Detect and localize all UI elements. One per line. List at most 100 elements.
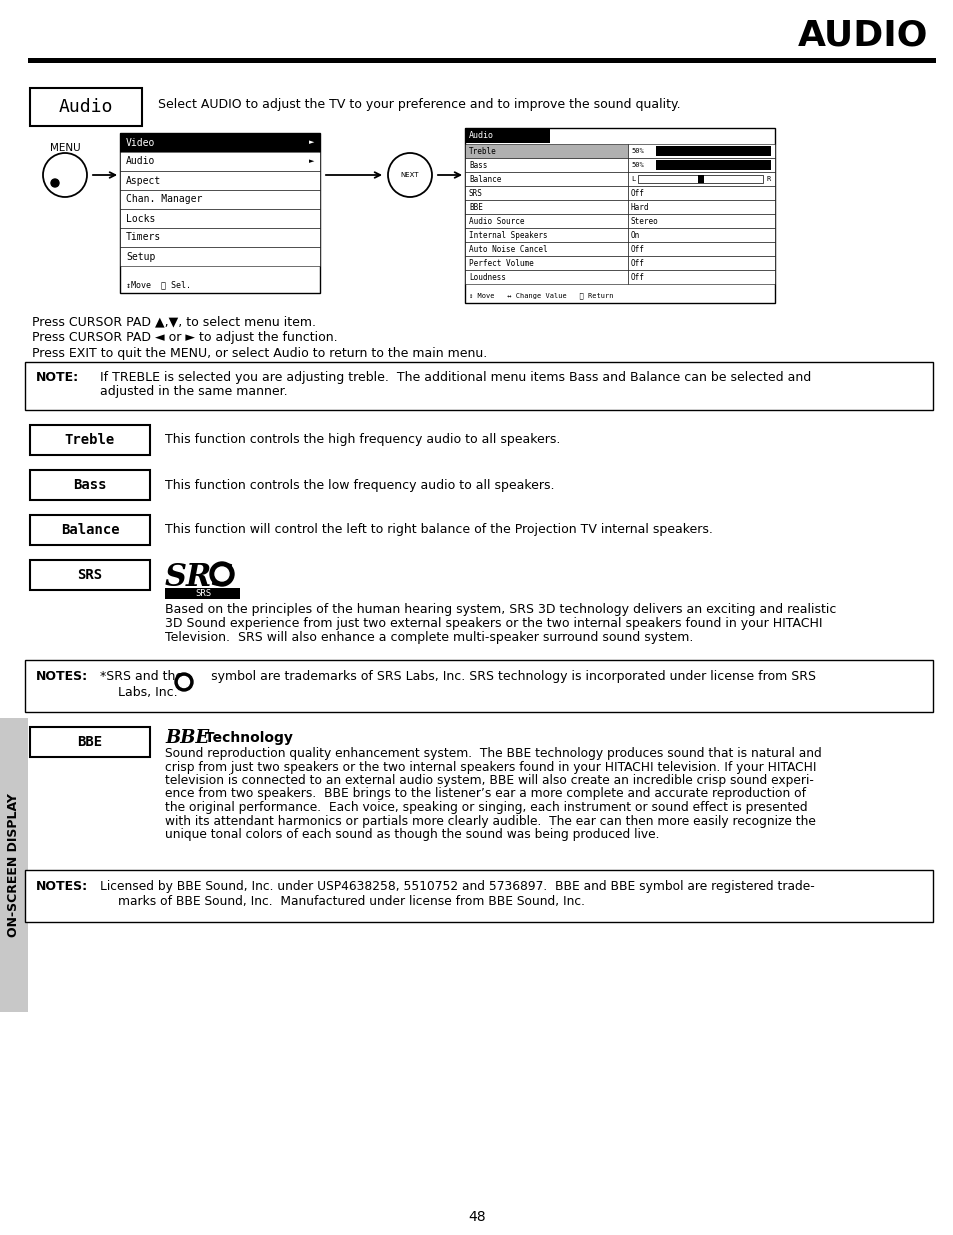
Text: SRS: SRS: [77, 568, 103, 582]
Bar: [627, 158, 774, 172]
Text: *SRS and the       symbol are trademarks of SRS Labs, Inc. SRS technology is inc: *SRS and the symbol are trademarks of SR…: [100, 671, 815, 683]
Bar: [627, 172, 774, 186]
Bar: [464, 270, 627, 284]
Text: If TREBLE is selected you are adjusting treble.  The additional menu items Bass : If TREBLE is selected you are adjusting …: [100, 370, 810, 384]
Text: Press CURSOR PAD ▲,▼, to select menu item.: Press CURSOR PAD ▲,▼, to select menu ite…: [32, 315, 315, 329]
Text: Internal Speakers: Internal Speakers: [469, 231, 547, 240]
Text: Television.  SRS will also enhance a complete multi-speaker surround sound syste: Television. SRS will also enhance a comp…: [165, 631, 693, 643]
Text: Balance: Balance: [469, 174, 501, 184]
Text: marks of BBE Sound, Inc.  Manufactured under license from BBE Sound, Inc.: marks of BBE Sound, Inc. Manufactured un…: [118, 895, 584, 908]
Bar: [656, 161, 770, 170]
Text: SRS: SRS: [194, 589, 211, 598]
Text: NOTE:: NOTE:: [36, 370, 79, 384]
Text: SRS: SRS: [469, 189, 482, 198]
Text: Audio: Audio: [469, 131, 494, 140]
Bar: [120, 228, 319, 247]
Bar: [627, 144, 774, 158]
Text: unique tonal colors of each sound as though the sound was being produced live.: unique tonal colors of each sound as tho…: [165, 827, 659, 841]
Bar: [120, 133, 319, 152]
Text: This function will control the left to right balance of the Projection TV intern: This function will control the left to r…: [165, 524, 712, 536]
Text: Off: Off: [630, 273, 644, 282]
Bar: [464, 256, 627, 270]
Bar: [25, 362, 932, 410]
Text: 50%: 50%: [630, 162, 643, 168]
Bar: [464, 128, 774, 303]
Text: L: L: [630, 177, 635, 182]
Text: the original performance.  Each voice, speaking or singing, each instrument or s: the original performance. Each voice, sp…: [165, 802, 807, 814]
Bar: [464, 186, 627, 200]
Text: Audio: Audio: [126, 157, 155, 167]
Text: Treble: Treble: [469, 147, 497, 156]
Text: Stereo: Stereo: [630, 216, 659, 226]
Text: This function controls the high frequency audio to all speakers.: This function controls the high frequenc…: [165, 433, 559, 447]
Bar: [627, 186, 774, 200]
Bar: [464, 214, 627, 228]
Text: ►: ►: [309, 140, 314, 146]
Bar: [120, 170, 319, 190]
Text: Timers: Timers: [126, 232, 161, 242]
Bar: [627, 200, 774, 214]
Text: Chan. Manager: Chan. Manager: [126, 194, 202, 205]
Text: AUDIO: AUDIO: [797, 19, 927, 52]
Text: NOTES:: NOTES:: [36, 671, 88, 683]
Text: Off: Off: [630, 258, 644, 268]
Text: Perfect Volume: Perfect Volume: [469, 258, 533, 268]
Bar: [627, 256, 774, 270]
Circle shape: [210, 562, 233, 585]
Text: Aspect: Aspect: [126, 175, 161, 185]
Text: ↕Move  Ⓛ Sel.: ↕Move Ⓛ Sel.: [126, 280, 191, 289]
Bar: [464, 200, 627, 214]
Bar: [464, 128, 550, 143]
Bar: [627, 270, 774, 284]
Text: Audio: Audio: [59, 98, 113, 116]
Text: Audio Source: Audio Source: [469, 216, 524, 226]
Bar: [464, 228, 627, 242]
Text: Setup: Setup: [126, 252, 155, 262]
Bar: [120, 247, 319, 266]
Text: SRS: SRS: [165, 562, 234, 593]
Bar: [30, 471, 150, 500]
Bar: [25, 869, 932, 923]
Text: with its attendant harmonics or partials more clearly audible.  The ear can then: with its attendant harmonics or partials…: [165, 815, 815, 827]
Text: adjusted in the same manner.: adjusted in the same manner.: [100, 385, 287, 398]
Text: 48: 48: [468, 1210, 485, 1224]
Text: MENU: MENU: [50, 143, 80, 153]
Text: 50%: 50%: [630, 148, 643, 154]
Bar: [638, 175, 762, 183]
Bar: [464, 172, 627, 186]
Bar: [464, 144, 627, 158]
Bar: [120, 133, 319, 293]
Text: On: On: [630, 231, 639, 240]
Text: Licensed by BBE Sound, Inc. under USP4638258, 5510752 and 5736897.  BBE and BBE : Licensed by BBE Sound, Inc. under USP463…: [100, 881, 814, 893]
Circle shape: [51, 179, 59, 186]
Text: Press CURSOR PAD ◄ or ► to adjust the function.: Press CURSOR PAD ◄ or ► to adjust the fu…: [32, 331, 337, 345]
Text: Based on the principles of the human hearing system, SRS 3D technology delivers : Based on the principles of the human hea…: [165, 603, 836, 616]
Bar: [30, 425, 150, 454]
Text: ON-SCREEN DISPLAY: ON-SCREEN DISPLAY: [8, 793, 20, 937]
Bar: [464, 158, 627, 172]
Bar: [25, 659, 932, 713]
Text: Balance: Balance: [61, 522, 119, 537]
Text: Auto Noise Cancel: Auto Noise Cancel: [469, 245, 547, 253]
Circle shape: [174, 673, 193, 692]
Bar: [120, 190, 319, 209]
Text: Bass: Bass: [73, 478, 107, 492]
Bar: [165, 588, 240, 599]
Bar: [30, 88, 142, 126]
Text: BBE: BBE: [469, 203, 482, 211]
Text: Locks: Locks: [126, 214, 155, 224]
Text: television is connected to an external audio system, BBE will also create an inc: television is connected to an external a…: [165, 774, 813, 787]
Bar: [698, 175, 703, 183]
Bar: [627, 242, 774, 256]
Text: Technology: Technology: [200, 731, 293, 745]
Bar: [464, 242, 627, 256]
Bar: [28, 58, 935, 63]
Bar: [120, 152, 319, 170]
Circle shape: [214, 567, 229, 580]
Text: NEXT: NEXT: [400, 172, 418, 178]
Text: Treble: Treble: [65, 433, 115, 447]
Bar: [627, 214, 774, 228]
Text: R: R: [766, 177, 770, 182]
Text: Press EXIT to quit the MENU, or select Audio to return to the main menu.: Press EXIT to quit the MENU, or select A…: [32, 347, 487, 359]
Text: NOTES:: NOTES:: [36, 881, 88, 893]
